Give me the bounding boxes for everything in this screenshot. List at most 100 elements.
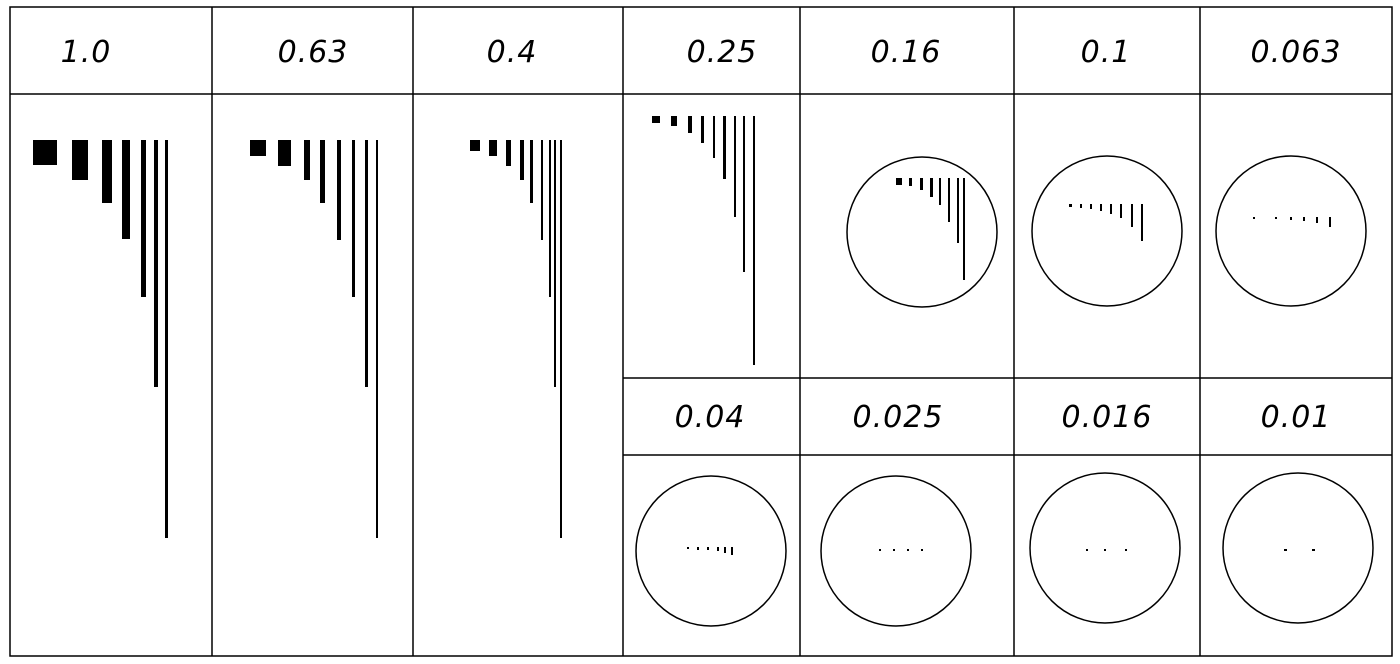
gauge-bar-2	[278, 140, 291, 166]
gauge-bar-6	[731, 547, 733, 555]
gauge-bar-8	[1141, 204, 1143, 241]
gauge-bar-4	[930, 178, 933, 197]
gauge-bar-4	[122, 140, 130, 239]
gauge-bar-1	[1284, 549, 1287, 551]
gauge-bar-4	[1303, 217, 1305, 221]
table-grid	[9, 6, 1393, 657]
gauge-bar-4	[1100, 204, 1102, 211]
gauge-bar-5	[141, 140, 146, 297]
gauge-bar-6	[1120, 204, 1122, 218]
gauge-bar-2	[697, 547, 699, 550]
gauge-bar-1	[250, 140, 266, 156]
gauge-bar-5	[530, 140, 533, 203]
gauge-bar-7	[957, 178, 959, 243]
gauge-cell-1-0	[33, 140, 168, 538]
gauge-bar-3	[304, 140, 310, 180]
view-circle	[1031, 155, 1183, 307]
gauge-bar-8	[554, 140, 556, 387]
gauge-bar-6	[948, 178, 950, 222]
view-circle	[635, 475, 787, 627]
gauge-bar-6	[723, 116, 726, 179]
gauge-bar-8	[963, 178, 965, 280]
gauge-bar-3	[907, 549, 909, 551]
gauge-bar-2	[489, 140, 497, 156]
gauge-bar-1	[687, 547, 689, 549]
gauge-bar-3	[920, 178, 923, 190]
gauge-bar-1	[470, 140, 480, 151]
gauge-bar-1	[1069, 204, 1072, 207]
gauge-bar-1	[652, 116, 660, 123]
gauge-bar-7	[1131, 204, 1133, 227]
label-0-1: 0.1	[1081, 35, 1132, 70]
gauge-bar-3	[506, 140, 511, 166]
label-0-16: 0.16	[871, 35, 942, 70]
gauge-bar-6	[352, 140, 355, 297]
gauge-bar-7	[165, 140, 168, 538]
gauge-bar-1	[1086, 549, 1088, 551]
gauge-bar-8	[376, 140, 378, 538]
gauge-bar-5	[1110, 204, 1112, 214]
gauge-cell-0-016	[1029, 472, 1181, 624]
gauge-bar-6	[1329, 217, 1331, 227]
gauge-bar-4	[701, 116, 704, 143]
gauge-bar-2	[1104, 549, 1106, 551]
gauge-bar-9	[560, 140, 562, 538]
gauge-cell-0-4	[470, 140, 562, 538]
gauge-bar-3	[1090, 204, 1092, 209]
gauge-bar-3	[1290, 217, 1292, 220]
view-circle	[846, 156, 998, 308]
gauge-bar-2	[1275, 217, 1277, 219]
gauge-bar-4	[717, 547, 719, 551]
gauge-bar-4	[320, 140, 325, 203]
label-1-0: 1.0	[61, 35, 112, 70]
gauge-bar-1	[33, 140, 57, 165]
gauge-bar-1	[896, 178, 902, 185]
gauge-bar-5	[724, 547, 726, 553]
gauge-bar-4	[520, 140, 524, 180]
label-0-016: 0.016	[1062, 400, 1153, 435]
gauge-bar-8	[743, 116, 745, 272]
gauge-cell-0-25	[652, 116, 755, 365]
label-0-63: 0.63	[278, 35, 349, 70]
gauge-bar-2	[893, 549, 895, 551]
gauge-bar-2	[1080, 204, 1082, 208]
gauge-bar-2	[909, 178, 912, 186]
label-0-4: 0.4	[487, 35, 538, 70]
gauge-bar-3	[102, 140, 112, 203]
gauge-bar-5	[939, 178, 941, 205]
gauge-bar-1	[1253, 217, 1255, 219]
gauge-cell-0-1	[1031, 155, 1183, 307]
gauge-bar-4	[921, 549, 923, 551]
label-0-25: 0.25	[687, 35, 758, 70]
label-0-01: 0.01	[1261, 400, 1332, 435]
gauge-bar-6	[541, 140, 543, 240]
gauge-bar-3	[688, 116, 692, 133]
gauge-bar-6	[154, 140, 158, 387]
label-0-025: 0.025	[853, 400, 944, 435]
gauge-bar-1	[879, 549, 881, 551]
gauge-bar-3	[707, 547, 709, 550]
view-circle	[1215, 155, 1367, 307]
gauge-cell-0-063	[1215, 155, 1367, 307]
gauge-marks	[33, 116, 1374, 627]
view-circle	[1029, 472, 1181, 624]
view-circle	[1222, 472, 1374, 624]
gauge-cell-0-16	[846, 156, 998, 308]
gauge-bar-3	[1125, 549, 1127, 551]
gauge-cell-0-01	[1222, 472, 1374, 624]
gauge-cell-0-63	[250, 140, 378, 538]
gauge-bar-9	[753, 116, 755, 365]
gauge-bar-5	[337, 140, 341, 240]
gauge-bar-2	[671, 116, 677, 126]
gauge-bar-7	[734, 116, 736, 217]
gauge-bar-7	[365, 140, 368, 387]
gauge-cell-0-025	[820, 475, 972, 627]
gauge-bar-2	[72, 140, 88, 180]
gauge-bar-7	[549, 140, 551, 297]
gauge-bar-5	[1316, 217, 1318, 223]
view-circle	[820, 475, 972, 627]
gauge-bar-2	[1312, 549, 1315, 551]
gauge-cell-0-04	[635, 475, 787, 627]
label-0-04: 0.04	[675, 400, 746, 435]
